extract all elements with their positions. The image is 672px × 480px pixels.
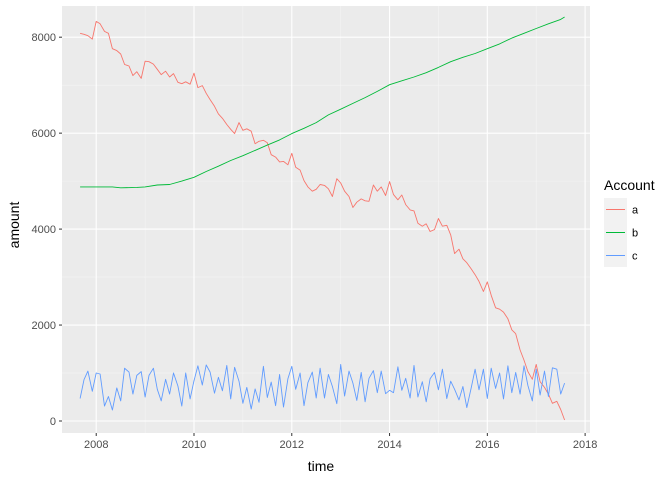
y-tick-label: 0 <box>50 416 56 428</box>
legend: Account abc <box>604 177 655 267</box>
legend-label-c: c <box>632 251 638 263</box>
major-gridlines <box>62 6 590 433</box>
y-tick-label: 4000 <box>32 224 56 236</box>
plot-panel <box>62 6 590 433</box>
y-tick-label: 8000 <box>32 32 56 44</box>
y-axis: 0 2000 4000 6000 8000 <box>32 32 62 428</box>
legend-label-a: a <box>632 205 639 217</box>
minor-gridlines <box>62 6 590 433</box>
series-lines <box>79 16 566 421</box>
series-line-b <box>80 16 565 189</box>
x-axis: 2008 2010 2012 2014 2016 2018 <box>84 433 597 451</box>
x-tick-label: 2014 <box>377 439 401 451</box>
x-tick-label: 2016 <box>475 439 499 451</box>
series-line-a <box>79 20 566 421</box>
y-axis-title: amount <box>6 202 22 249</box>
x-tick-label: 2012 <box>280 439 304 451</box>
y-tick-label: 6000 <box>32 128 56 140</box>
legend-label-b: b <box>632 228 638 240</box>
x-axis-title: time <box>308 458 335 474</box>
y-tick-label: 2000 <box>32 320 56 332</box>
x-tick-label: 2010 <box>182 439 206 451</box>
x-tick-label: 2018 <box>573 439 597 451</box>
legend-title: Account <box>604 177 655 193</box>
x-tick-label: 2008 <box>84 439 108 451</box>
series-line-c <box>79 363 566 411</box>
